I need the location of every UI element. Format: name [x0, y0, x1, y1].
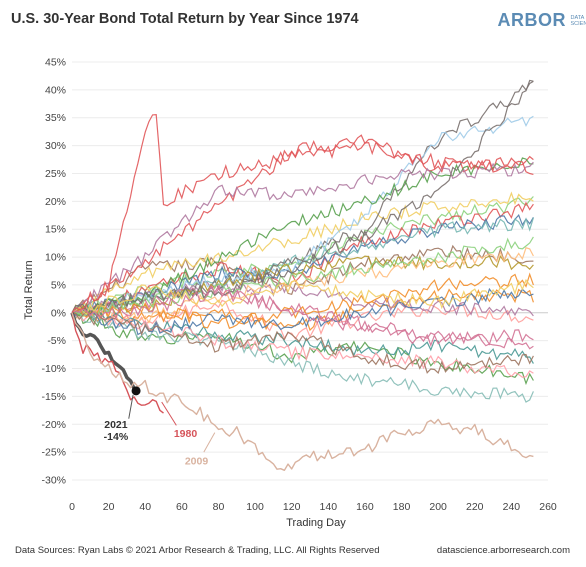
annotations: 2021-14% 1980 2009 [104, 394, 216, 467]
leader-2021 [128, 394, 134, 419]
highlight-layer [70, 312, 534, 471]
series-line [71, 191, 534, 314]
y-axis-label: Total Return [23, 260, 35, 319]
x-axis-ticks: 0 20 40 60 80 100 120 140 160 180 200 220 240 260 [69, 501, 557, 513]
leader-1980 [161, 401, 177, 426]
y-tick-label: -20% [41, 419, 66, 431]
series-line [71, 288, 534, 332]
marker-2021-end [131, 386, 141, 396]
label-2021: 2021 [104, 419, 128, 431]
y-tick-label: -15% [41, 391, 66, 403]
series-line [71, 236, 534, 318]
series-line [71, 157, 534, 317]
y-tick-label: 5% [51, 279, 66, 291]
series-line [71, 284, 534, 347]
series-line [71, 310, 534, 374]
chart-title: U.S. 30-Year Bond Total Return by Year S… [11, 11, 359, 27]
y-tick-label: -25% [41, 447, 66, 459]
y-tick-label: 40% [45, 84, 66, 96]
leader-2009 [203, 432, 216, 453]
x-tick-label: 60 [176, 501, 188, 513]
y-tick-label: -10% [41, 363, 66, 375]
x-tick-label: 140 [320, 501, 338, 513]
y-tick-label: 15% [45, 224, 66, 236]
series-line [71, 80, 534, 314]
site-url[interactable]: datascience.arborresearch.com [436, 545, 570, 556]
series-line [71, 201, 534, 316]
x-tick-label: 100 [246, 501, 264, 513]
x-tick-label: 40 [139, 501, 151, 513]
brand-main: ARBOR [497, 10, 566, 30]
series-layer [71, 79, 534, 403]
y-tick-label: 25% [45, 168, 66, 180]
series-line [71, 247, 534, 324]
x-tick-label: 200 [429, 501, 447, 513]
label-2009: 2009 [185, 455, 209, 467]
series-line [71, 134, 534, 315]
series-line-2009 [71, 312, 534, 471]
y-tick-label: 45% [45, 57, 66, 69]
data-source-note: Data Sources: Ryan Labs © 2021 Arbor Res… [15, 545, 380, 556]
arbor-logo: ARBOR DATA SCIENCE [497, 10, 586, 31]
x-tick-label: 180 [393, 501, 411, 513]
y-tick-label: -5% [47, 335, 66, 347]
brand-sub: DATA SCIENCE [570, 15, 586, 27]
y-axis-ticks: 45% 40% 35% 30% 25% 20% 15% 10% 5% 0% -5% -10% -15% -… [41, 57, 66, 487]
grid-lines [72, 61, 548, 481]
y-tick-label: 10% [45, 252, 66, 264]
y-tick-label: 0% [51, 307, 66, 319]
series-line [71, 254, 534, 319]
series-line [71, 310, 534, 403]
line-chart: 45% 40% 35% 30% 25% 20% 15% 10% 5% 0% -5% -10% -15% -… [23, 57, 557, 530]
series-line [71, 244, 534, 314]
series-line [71, 309, 534, 378]
x-tick-label: 0 [69, 501, 75, 513]
series-line-1980 [71, 312, 164, 414]
x-tick-label: 260 [539, 501, 557, 513]
series-line [71, 79, 534, 317]
x-tick-label: 20 [103, 501, 115, 513]
y-tick-label: 30% [45, 140, 66, 152]
x-tick-label: 160 [356, 501, 374, 513]
label-2021-value: -14% [104, 431, 129, 443]
y-tick-label: 20% [45, 196, 66, 208]
x-tick-label: 220 [466, 501, 484, 513]
x-tick-label: 240 [503, 501, 521, 513]
x-tick-label: 80 [213, 501, 225, 513]
label-1980: 1980 [174, 428, 198, 440]
y-tick-label: 35% [45, 112, 66, 124]
series-line [71, 113, 534, 314]
series-line [71, 161, 534, 314]
series-line [71, 278, 534, 316]
y-tick-label: -30% [41, 475, 66, 487]
x-tick-label: 120 [283, 501, 301, 513]
x-axis-label: Trading Day [286, 517, 346, 529]
